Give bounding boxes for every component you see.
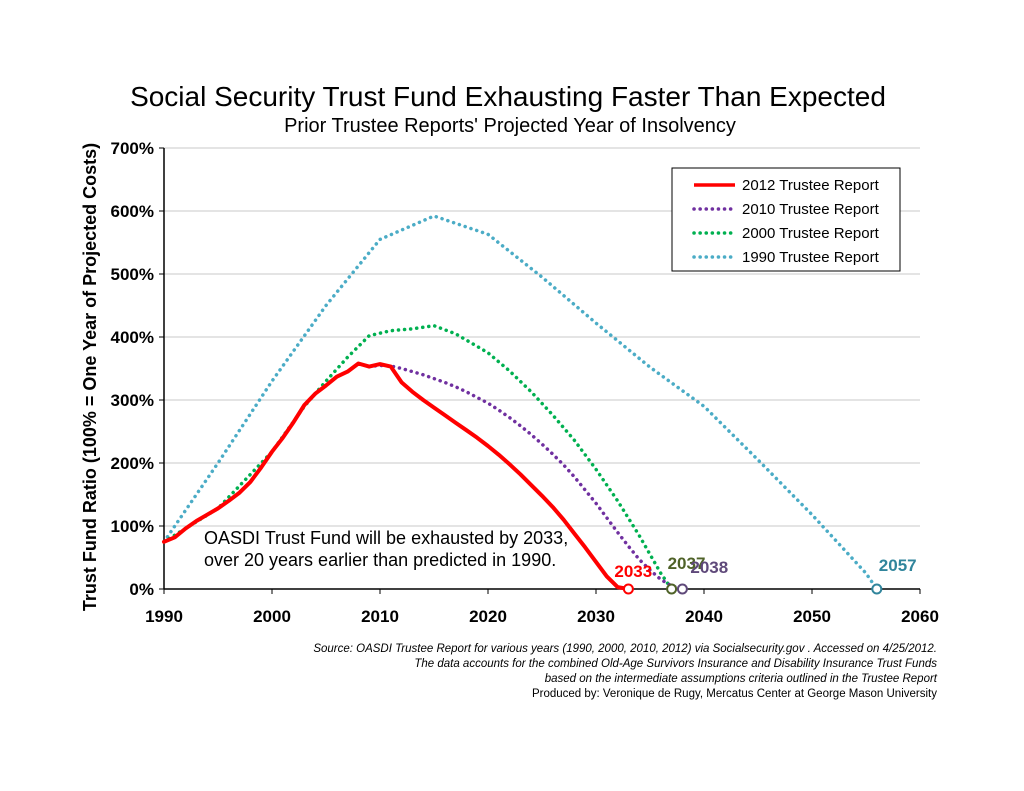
x-tick-label: 2040 — [685, 607, 723, 626]
chart-title: Social Security Trust Fund Exhausting Fa… — [130, 81, 886, 112]
marker-label-2057: 2057 — [879, 556, 917, 575]
marker-label-2037: 2037 — [668, 554, 706, 573]
y-tick-label: 700% — [111, 139, 154, 158]
axes — [159, 147, 921, 594]
credit-line: Produced by: Veronique de Rugy, Mercatus… — [532, 688, 937, 700]
annotation-line-1: OASDI Trust Fund will be exhausted by 20… — [204, 528, 568, 548]
source-line-2: The data accounts for the combined Old-A… — [414, 658, 937, 670]
marker-2038 — [676, 583, 688, 595]
y-tick-label: 600% — [111, 202, 154, 221]
x-tick-label: 1990 — [145, 607, 183, 626]
x-tick-label: 2030 — [577, 607, 615, 626]
marker-label-2033: 2033 — [614, 562, 652, 581]
source-line-1: Source: OASDI Trustee Report for various… — [313, 643, 937, 655]
x-tick-labels: 1990 2000 2010 2020 2030 2040 2050 2060 — [145, 607, 939, 626]
x-tick-label: 2050 — [793, 607, 831, 626]
series-line-1990 — [162, 214, 879, 591]
y-tick-labels: 0% 100% 200% 300% 400% 500% 600% 700% — [111, 139, 154, 599]
legend: 2012 Trustee Report 2010 Trustee Report 20… — [671, 167, 901, 272]
marker-2037 — [666, 583, 678, 595]
annotation-line-2: over 20 years earlier than predicted in … — [204, 550, 556, 570]
marker-label-2038: 2038 — [690, 558, 728, 577]
marker-2033 — [622, 583, 634, 595]
series-lines — [162, 214, 879, 591]
x-tick-label: 2000 — [253, 607, 291, 626]
y-tick-label: 400% — [111, 328, 154, 347]
gridlines — [164, 147, 920, 527]
legend-label-1990: 1990 Trustee Report — [742, 249, 880, 266]
x-tick-label: 2010 — [361, 607, 399, 626]
marker-2057 — [871, 583, 883, 595]
source-line-3: based on the intermediate assumptions cr… — [545, 673, 938, 685]
y-tick-label: 0% — [129, 580, 154, 599]
x-tick-label: 2060 — [901, 607, 939, 626]
legend-label-2012: 2012 Trustee Report — [742, 177, 880, 194]
y-axis-label: Trust Fund Ratio (100% = One Year of Pro… — [80, 143, 100, 611]
legend-items: 2012 Trustee Report 2010 Trustee Report 20… — [692, 177, 880, 266]
y-tick-label: 300% — [111, 391, 154, 410]
y-tick-label: 500% — [111, 265, 154, 284]
legend-label-2000: 2000 Trustee Report — [742, 225, 880, 242]
chart-subtitle: Prior Trustee Reports' Projected Year of… — [284, 115, 736, 137]
x-tick-label: 2020 — [469, 607, 507, 626]
y-tick-label: 100% — [111, 517, 154, 536]
legend-label-2010: 2010 Trustee Report — [742, 201, 880, 218]
series-line-2010 — [367, 363, 685, 591]
y-tick-label: 200% — [111, 454, 154, 473]
series-line-2012 — [162, 361, 631, 591]
